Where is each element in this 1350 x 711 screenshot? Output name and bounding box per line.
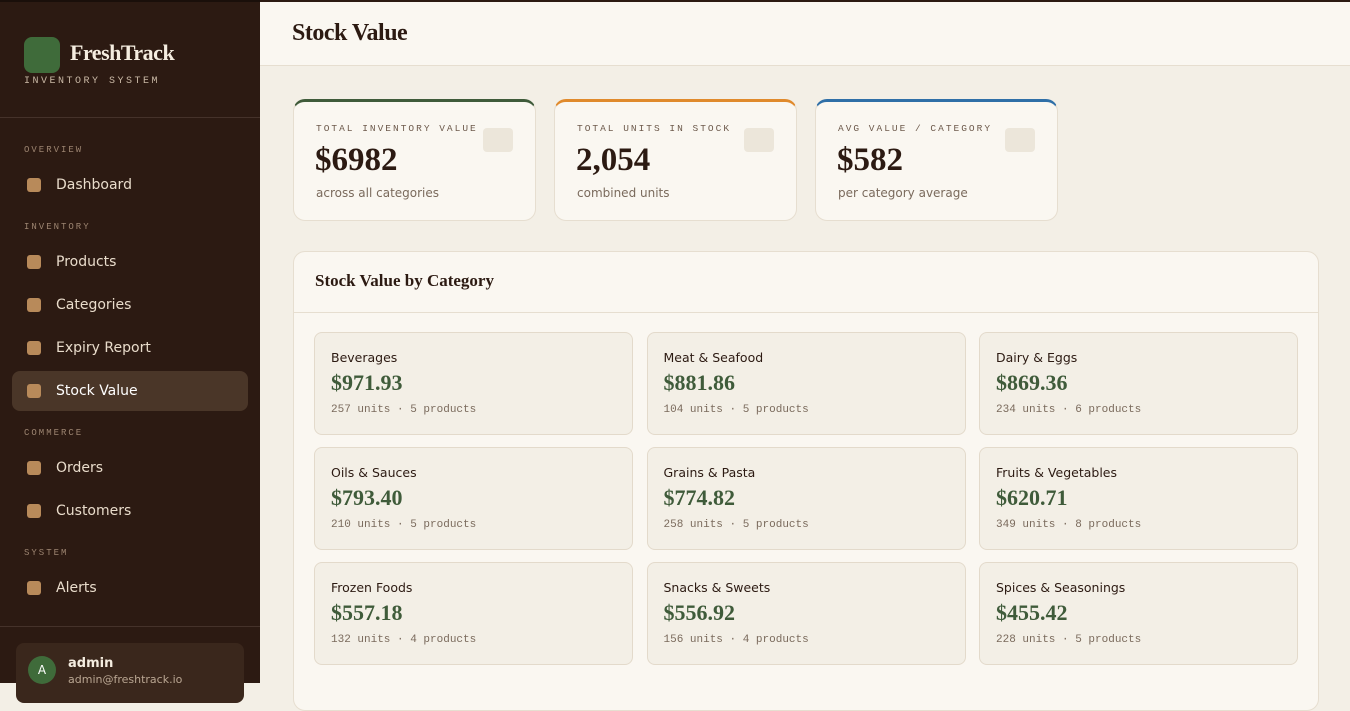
logo xyxy=(24,37,60,73)
user-name: admin xyxy=(68,656,114,671)
nav-icon xyxy=(27,341,41,355)
section-title: OVERVIEW xyxy=(24,145,84,155)
panel-title: Stock Value by Category xyxy=(315,271,494,290)
stat-label: TOTAL INVENTORY VALUE xyxy=(316,123,478,134)
nav-item[interactable]: Stock Value xyxy=(12,371,248,411)
tagline: INVENTORY SYSTEM xyxy=(24,76,161,87)
category-card: Frozen Foods $557.18 132 units · 4 product… xyxy=(314,562,633,665)
category-name: Spices & Seasonings xyxy=(996,580,1126,595)
nav-item[interactable]: Categories xyxy=(12,285,248,325)
stat-icon xyxy=(744,128,774,152)
stat-label: AVG VALUE / CATEGORY xyxy=(838,123,993,134)
category-value: $793.40 xyxy=(331,485,403,510)
category-card: Dairy & Eggs $869.36 234 units · 6 product… xyxy=(979,332,1298,435)
stat-value: 2,054 xyxy=(576,142,651,178)
category-value: $556.92 xyxy=(663,600,736,625)
user-card[interactable]: A admin admin@freshtrack.io xyxy=(16,643,244,703)
category-detail: 156 units · 4 products xyxy=(663,634,809,646)
nav-item[interactable]: Orders xyxy=(12,448,248,488)
category-name: Snacks & Sweets xyxy=(663,580,771,595)
category-name: Fruits & Vegetables xyxy=(996,465,1117,480)
category-card: Spices & Seasonings $455.42 228 units · 5 … xyxy=(979,562,1298,665)
stat-value: $6982 xyxy=(315,142,398,178)
category-name: Beverages xyxy=(331,350,398,365)
divider xyxy=(0,117,260,118)
stat-card: TOTAL UNITS IN STOCK 2,054 combined units xyxy=(554,99,797,221)
nav-icon xyxy=(27,461,41,475)
category-card: Beverages $971.93 257 units · 5 products xyxy=(314,332,633,435)
category-name: Oils & Sauces xyxy=(331,465,417,480)
divider xyxy=(0,626,260,627)
stat-note: combined units xyxy=(577,186,670,200)
section-title: INVENTORY xyxy=(24,222,91,232)
category-name: Grains & Pasta xyxy=(663,465,756,480)
nav-icon xyxy=(27,384,41,398)
category-value: $971.93 xyxy=(331,370,403,395)
category-value: $869.36 xyxy=(996,370,1068,395)
category-name: Dairy & Eggs xyxy=(996,350,1078,365)
brand: FreshTrack xyxy=(70,40,175,65)
section-title: COMMERCE xyxy=(24,428,84,438)
category-value: $620.71 xyxy=(996,485,1068,510)
nav-item[interactable]: Expiry Report xyxy=(12,328,248,368)
stat-icon xyxy=(483,128,513,152)
stat-note: per category average xyxy=(838,186,968,200)
category-detail: 258 units · 5 products xyxy=(663,519,809,531)
nav-item[interactable]: Dashboard xyxy=(12,165,248,205)
category-name: Meat & Seafood xyxy=(663,350,764,365)
category-detail: 349 units · 8 products xyxy=(996,519,1142,531)
stat-note: across all categories xyxy=(316,186,440,200)
stat-value: $582 xyxy=(837,142,903,178)
category-card: Snacks & Sweets $556.92 156 units · 4 prod… xyxy=(646,562,966,665)
nav-icon xyxy=(27,298,41,312)
category-detail: 132 units · 4 products xyxy=(331,634,477,646)
category-value: $881.86 xyxy=(663,370,736,395)
header: Stock Value xyxy=(260,0,1350,66)
category-card: Meat & Seafood $881.86 104 units · 5 produ… xyxy=(646,332,966,435)
stat-label: TOTAL UNITS IN STOCK xyxy=(577,123,732,134)
category-name: Frozen Foods xyxy=(331,580,413,595)
category-value: $774.82 xyxy=(663,485,736,510)
nav-item[interactable]: Products xyxy=(12,242,248,282)
nav-icon xyxy=(27,504,41,518)
category-value: $557.18 xyxy=(331,600,403,625)
stat-icon xyxy=(1005,128,1035,152)
section-title: SYSTEM xyxy=(24,548,69,558)
stat-card: AVG VALUE / CATEGORY $582 per category ave… xyxy=(815,99,1058,221)
sidebar: FreshTrack INVENTORY SYSTEM OVERVIEW Dash… xyxy=(0,0,260,703)
panel: Stock Value by Category Beverages $971.93… xyxy=(293,251,1319,711)
nav-item[interactable]: Customers xyxy=(12,491,248,531)
category-card: Oils & Sauces $793.40 210 units · 5 produc… xyxy=(314,447,633,550)
category-detail: 104 units · 5 products xyxy=(663,404,809,416)
category-detail: 228 units · 5 products xyxy=(996,634,1142,646)
nav-icon xyxy=(27,581,41,595)
nav-item[interactable]: Alerts xyxy=(12,568,248,608)
category-detail: 234 units · 6 products xyxy=(996,404,1142,416)
category-detail: 210 units · 5 products xyxy=(331,519,477,531)
category-card: Fruits & Vegetables $620.71 349 units · 8 … xyxy=(979,447,1298,550)
page-title: Stock Value xyxy=(292,20,408,46)
divider xyxy=(294,312,1318,313)
nav-icon xyxy=(27,255,41,269)
nav-icon xyxy=(27,178,41,192)
avatar: A xyxy=(28,656,56,684)
category-value: $455.42 xyxy=(996,600,1068,625)
category-detail: 257 units · 5 products xyxy=(331,404,477,416)
stat-card: TOTAL INVENTORY VALUE $6982 across all cat… xyxy=(293,99,536,221)
category-card: Grains & Pasta $774.82 258 units · 5 produ… xyxy=(646,447,966,550)
user-email: admin@freshtrack.io xyxy=(68,673,183,686)
